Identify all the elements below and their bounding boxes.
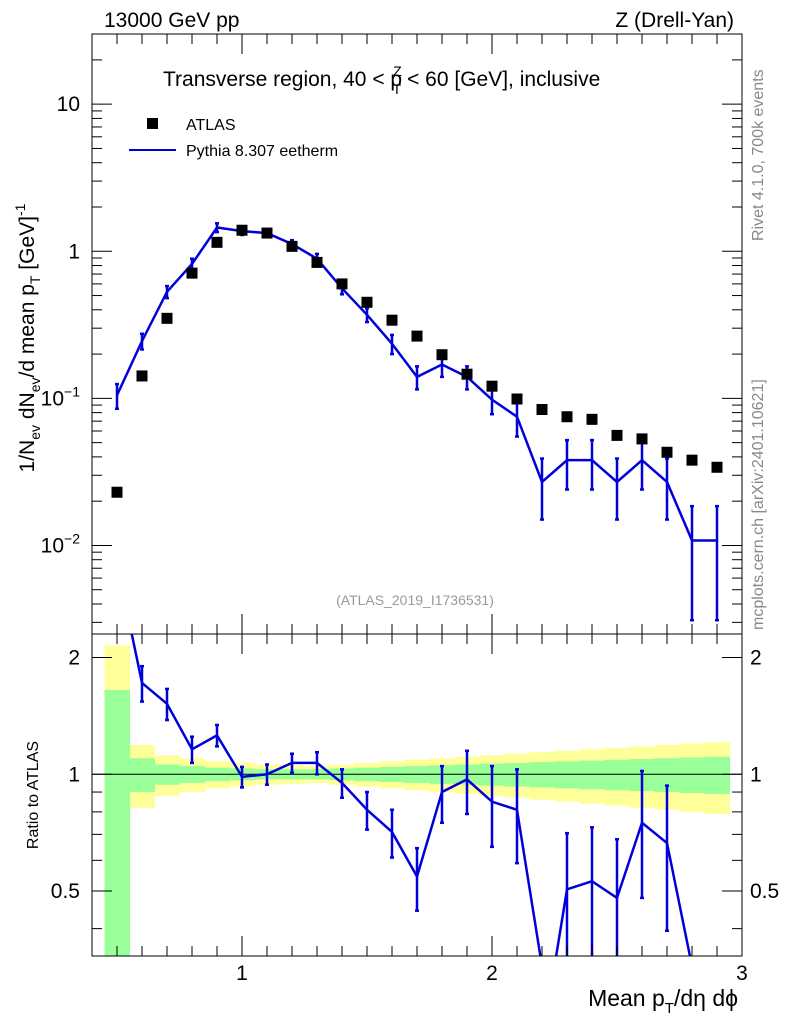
atlas-point bbox=[211, 236, 223, 248]
main-panel: 10−2 10−1 1 10 Transverse region, 40 < pZ T … bbox=[12, 33, 743, 635]
header-left: 13000 GeV pp bbox=[104, 9, 239, 32]
band-inner-bin bbox=[704, 756, 730, 794]
main-title: Transverse region, 40 < pZ T < 60 [GeV], … bbox=[163, 63, 600, 97]
y-tick-label: 10−2 bbox=[41, 530, 81, 557]
atlas-point bbox=[336, 278, 348, 290]
atlas-point bbox=[261, 227, 273, 239]
atlas-point bbox=[586, 413, 598, 425]
atlas-point bbox=[511, 393, 523, 405]
ratio-y-tick-label-left: 0.5 bbox=[51, 880, 80, 903]
atlas-point bbox=[686, 454, 698, 466]
y-tick-label: 1 bbox=[68, 240, 80, 263]
atlas-point bbox=[161, 312, 173, 324]
atlas-point bbox=[286, 240, 298, 252]
atlas-point bbox=[611, 429, 623, 441]
y-tick-label: 10 bbox=[57, 93, 80, 116]
atlas-point bbox=[186, 267, 198, 279]
rivet-label: Rivet 4.1.0, 700k events bbox=[750, 69, 767, 241]
ratio-line bbox=[554, 820, 692, 956]
legend-atlas-label: ATLAS bbox=[186, 117, 236, 134]
atlas-point bbox=[636, 433, 648, 445]
band-inner-bin bbox=[604, 759, 630, 791]
band-inner-bin bbox=[579, 760, 605, 790]
atlas-point bbox=[436, 349, 448, 361]
ratio-y-tick-label-left: 1 bbox=[68, 763, 80, 786]
main-y-axis: 10−2 10−1 1 10 bbox=[41, 33, 742, 623]
atlas-point bbox=[236, 224, 248, 236]
x-tick-label: 1 bbox=[236, 962, 248, 985]
analysis-watermark: (ATLAS_2019_I1736531) bbox=[336, 592, 494, 608]
atlas-point bbox=[136, 370, 148, 382]
atlas-series bbox=[111, 224, 723, 498]
source-label: mcplots.cern.ch [arXiv:2401.10621] bbox=[750, 379, 767, 630]
ratio-y-label: Ratio to ATLAS bbox=[25, 741, 42, 849]
main-x-axis bbox=[91, 34, 743, 634]
legend: ATLAS Pythia 8.307 eetherm bbox=[129, 117, 338, 160]
atlas-point bbox=[411, 330, 423, 342]
ratio-x-axis: 1 2 3 bbox=[91, 634, 748, 985]
band-inner-bin bbox=[679, 757, 705, 793]
x-axis-label: Mean pT/dη dϕ bbox=[588, 985, 738, 1017]
ratio-line bbox=[130, 634, 542, 956]
x-tick-label: 3 bbox=[736, 962, 748, 985]
atlas-point bbox=[536, 403, 548, 415]
band-inner-bin bbox=[554, 761, 580, 789]
ratio-y-tick-label-left: 2 bbox=[68, 647, 80, 670]
ratio-y-tick-label-right: 0.5 bbox=[750, 880, 779, 903]
uncertainty-bands bbox=[104, 645, 730, 956]
atlas-point bbox=[311, 256, 323, 268]
main-y-label: 1/Nev dNev/d mean pT [GeV]-1 bbox=[12, 203, 43, 472]
atlas-point bbox=[711, 461, 723, 473]
ratio-y-tick-label-right: 2 bbox=[750, 647, 762, 670]
ratio-y-tick-label-right: 1 bbox=[750, 763, 762, 786]
band-inner-bin bbox=[129, 758, 155, 793]
atlas-point bbox=[461, 368, 473, 380]
band-inner-bin bbox=[104, 689, 130, 956]
ratio-panel: 0.5 0.5 1 1 2 2 1 2 3 Ratio to ATLAS bbox=[25, 633, 779, 985]
legend-pythia-label: Pythia 8.307 eetherm bbox=[186, 143, 338, 160]
legend-atlas-marker bbox=[147, 118, 158, 129]
atlas-point bbox=[561, 411, 573, 423]
header-right: Z (Drell-Yan) bbox=[615, 9, 734, 32]
atlas-point bbox=[661, 446, 673, 458]
atlas-point bbox=[486, 380, 498, 392]
ratio-y-axis: 0.5 0.5 1 1 2 2 bbox=[51, 647, 779, 930]
y-tick-label: 10−1 bbox=[41, 383, 81, 410]
atlas-point bbox=[111, 486, 123, 498]
atlas-point bbox=[386, 314, 398, 326]
pythia-series bbox=[115, 222, 719, 622]
x-tick-label: 2 bbox=[486, 962, 498, 985]
atlas-point bbox=[361, 296, 373, 308]
